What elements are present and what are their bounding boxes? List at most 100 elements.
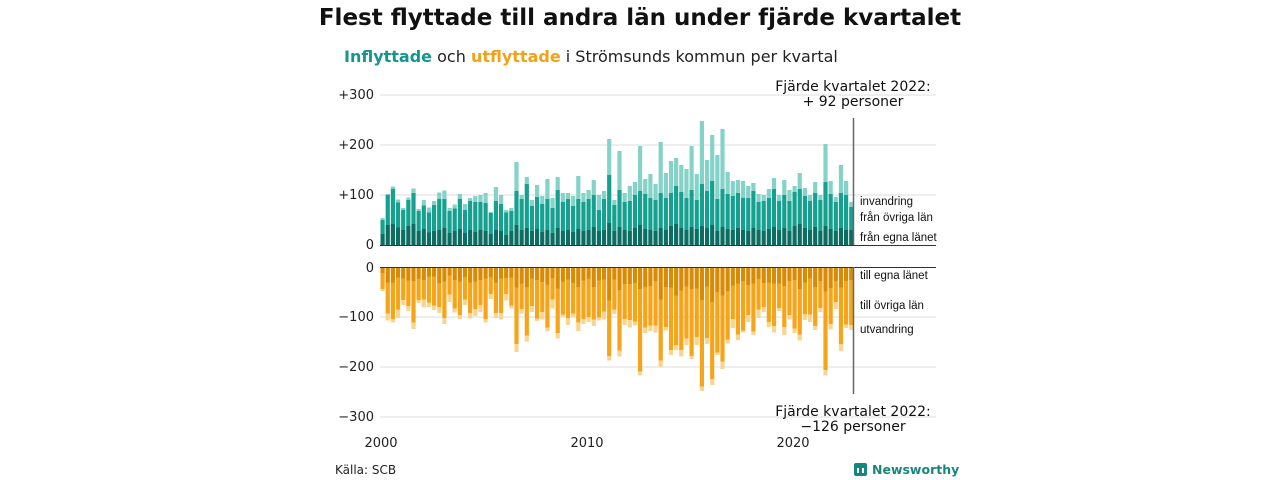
bar-out-emigration [411,322,416,329]
segment-label-till-egna-lanet: till egna länet [860,270,929,282]
bar-in-county [658,193,663,228]
bar-out-local [524,267,529,287]
bar-out-county [638,289,643,372]
bar-out-local [426,267,432,277]
bar-in-local [704,228,710,245]
bar-in-local [442,228,447,245]
bar-out-local [457,267,462,282]
bar-out-county [704,286,710,338]
bar-in-local [638,225,643,245]
bar-out-local [535,267,540,280]
bar-out-county [658,299,663,361]
bar-out-county [565,279,571,318]
subtitle-outflow: utflyttade [470,47,561,66]
bar-out-local [777,267,782,284]
bar-out-local [704,267,710,287]
bar-out-county [689,289,694,356]
bar-out-emigration [792,328,797,333]
bar-out-emigration [457,315,462,319]
bar-in-immigration [684,169,689,198]
bar-out-local [401,267,406,279]
bar-out-county [715,292,720,353]
bar-in-county [395,202,401,228]
bar-in-county [684,198,689,230]
bar-in-county [607,175,612,223]
bar-out-emigration [823,370,828,376]
bar-in-local [545,230,550,245]
bar-in-county [761,201,766,231]
bar-out-county [498,278,504,313]
bar-in-immigration [406,197,411,200]
bar-in-local [777,230,782,245]
bar-in-immigration [581,193,586,202]
bar-in-local [565,230,571,245]
bar-out-emigration [514,344,519,352]
bar-in-local [509,231,514,245]
bar-in-immigration [576,176,581,199]
bar-in-county [406,200,411,226]
bar-out-emigration [699,386,704,391]
bar-in-immigration [488,212,493,213]
bar-out-local [473,267,478,282]
bar-out-emigration [390,319,395,323]
bar-out-county [699,300,704,387]
bar-in-immigration [380,218,385,220]
bar-out-emigration [643,327,648,333]
bar-out-county [519,283,524,309]
bar-in-immigration [390,186,395,189]
bar-out-county [576,287,581,323]
bar-out-local [710,267,715,302]
bar-out-county [849,280,854,325]
bar-out-local [478,267,483,280]
bar-out-local [540,267,545,282]
bar-in-local [498,231,504,245]
bar-in-county [411,193,416,224]
bar-in-immigration [426,207,432,213]
bar-in-county [576,199,581,229]
bar-in-immigration [797,173,802,189]
bar-out-county [514,287,519,344]
bar-out-emigration [504,294,509,301]
bar-in-county [385,195,390,225]
bar-out-local [756,267,761,279]
bar-in-local [668,226,674,245]
subtitle-and: och [432,47,471,66]
bar-in-local [529,231,535,245]
bar-out-county [571,283,576,314]
bar-out-county [411,281,416,323]
bar-in-county [653,200,658,231]
bar-out-local [787,267,792,281]
bar-out-emigration [452,308,457,313]
bar-in-immigration [746,186,751,198]
bar-out-emigration [735,334,741,340]
bar-in-local [766,229,771,245]
bar-out-emigration [571,313,576,317]
bar-out-county [802,282,807,314]
bar-out-emigration [720,361,725,369]
bar-in-county [751,191,756,228]
bar-in-local [807,230,813,245]
bar-in-local [483,231,488,245]
bar-in-local [632,228,638,245]
bar-in-local [555,228,560,245]
subtitle-rest: i Strömsunds kommun per kvartal [560,47,838,66]
bar-in-immigration [761,195,766,201]
bar-in-county [591,195,596,227]
bar-in-local [746,231,751,245]
y-tick-bottom-minus-300: −300 [338,410,374,425]
bar-in-county [581,202,586,231]
bar-in-county [771,189,777,227]
bar-out-county [797,289,802,335]
bar-in-county [421,205,426,229]
bar-out-county [380,273,385,289]
bar-in-county [715,199,720,231]
bar-in-local [622,230,627,245]
bar-out-emigration [802,314,807,320]
bar-out-emigration [751,331,756,335]
bar-in-immigration [694,174,699,200]
bar-out-local [442,267,447,282]
bar-out-county [771,283,777,326]
bar-out-local [807,267,813,279]
bar-out-county [844,281,849,325]
segment-label-invandring: invandring [860,196,913,208]
